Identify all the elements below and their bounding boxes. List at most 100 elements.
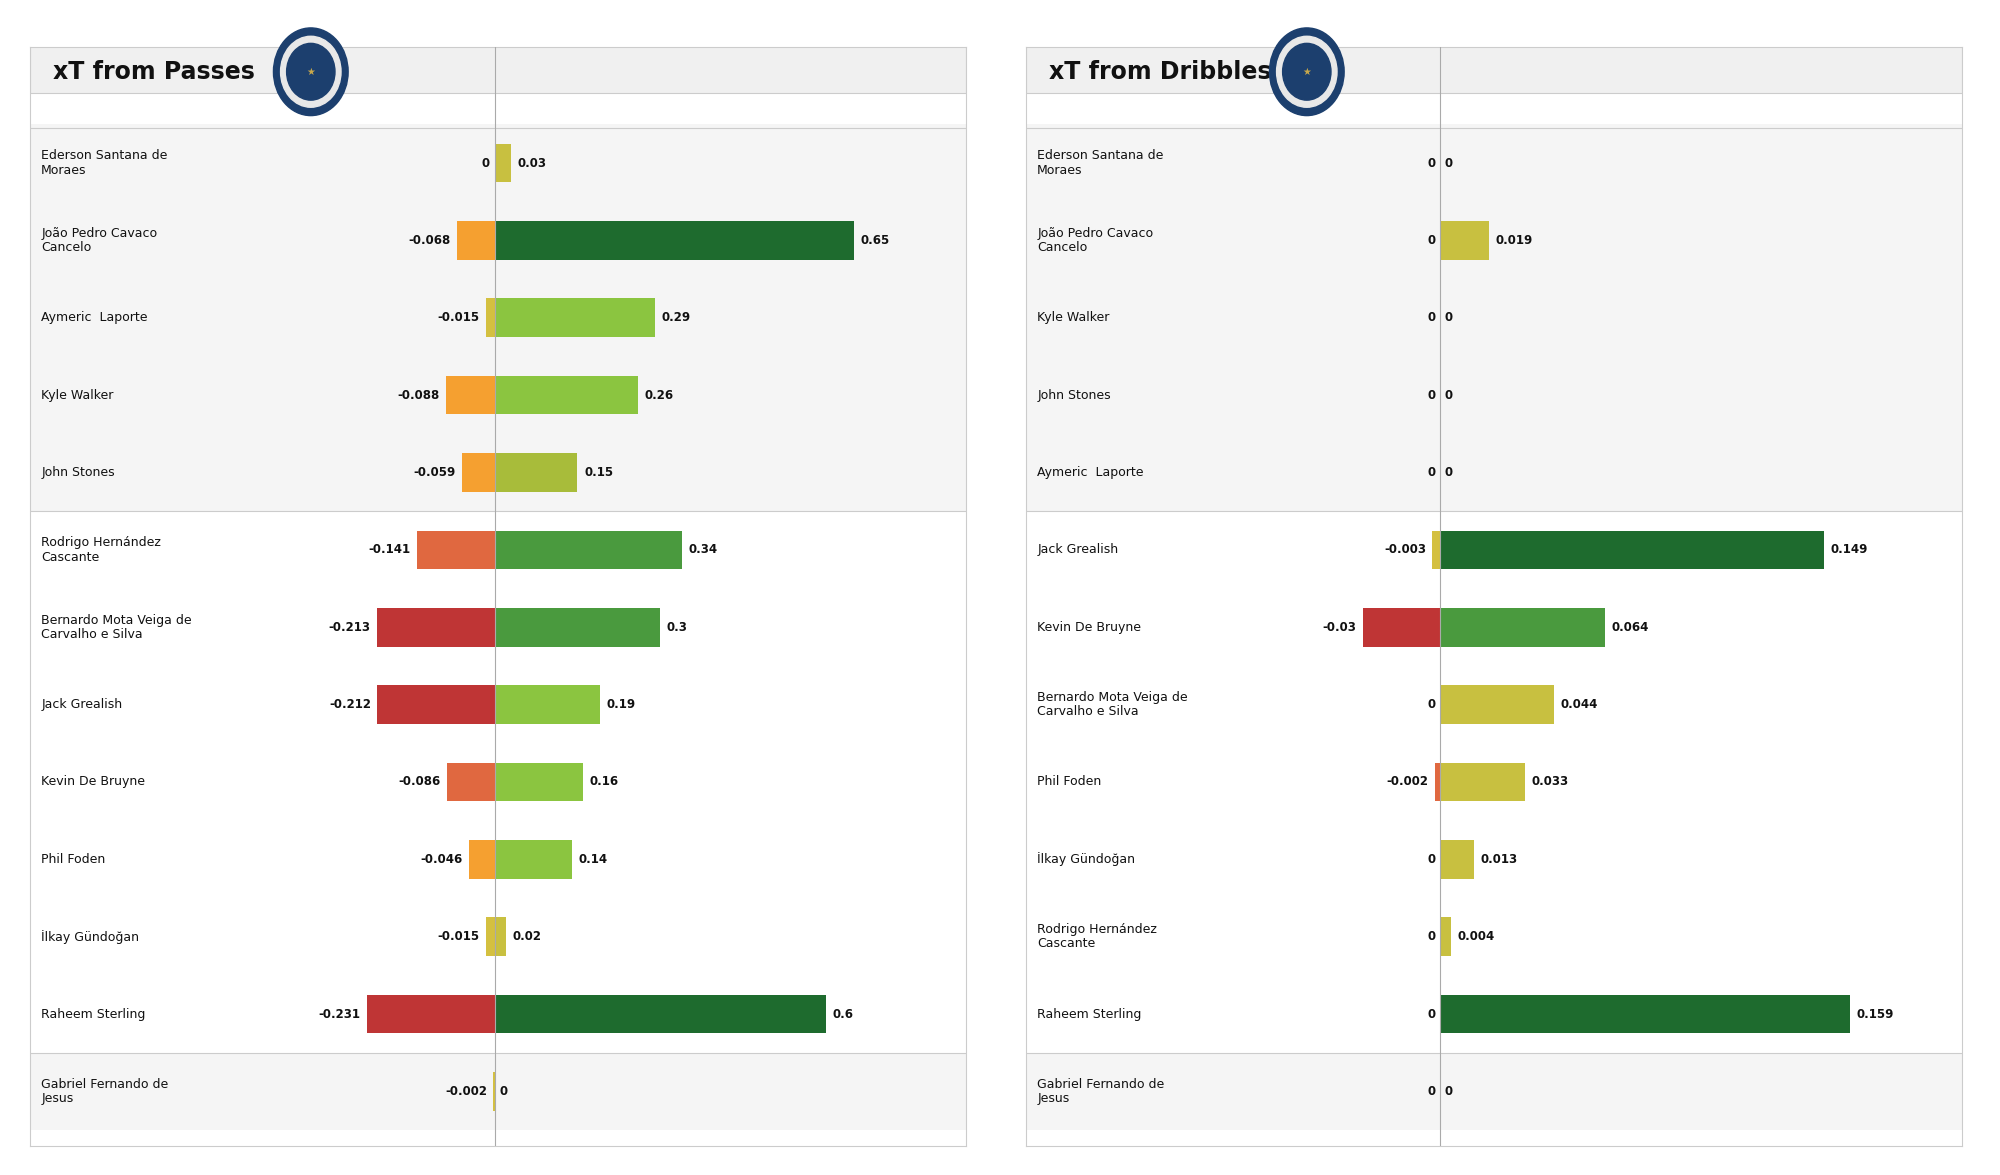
Text: 0: 0 bbox=[1428, 389, 1436, 402]
Text: -0.231: -0.231 bbox=[318, 1008, 360, 1021]
Bar bbox=[458, 221, 494, 260]
Bar bbox=[1440, 840, 1474, 879]
Text: Aymeric  Laporte: Aymeric Laporte bbox=[1038, 466, 1144, 479]
Text: 0: 0 bbox=[1428, 466, 1436, 479]
Bar bbox=[494, 376, 638, 415]
Text: João Pedro Cavaco
Cancelo: João Pedro Cavaco Cancelo bbox=[1038, 227, 1154, 254]
Bar bbox=[494, 685, 600, 724]
Text: 0.3: 0.3 bbox=[666, 620, 688, 633]
Bar bbox=[448, 763, 494, 801]
Text: ★: ★ bbox=[306, 67, 316, 76]
Bar bbox=[494, 531, 682, 569]
Text: Kyle Walker: Kyle Walker bbox=[1038, 311, 1110, 324]
Text: 0.064: 0.064 bbox=[1612, 620, 1648, 633]
Circle shape bbox=[1270, 28, 1344, 115]
Bar bbox=[1440, 221, 1490, 260]
Text: -0.03: -0.03 bbox=[1322, 620, 1356, 633]
Text: -0.068: -0.068 bbox=[408, 234, 450, 247]
Text: -0.002: -0.002 bbox=[444, 1085, 486, 1097]
FancyBboxPatch shape bbox=[30, 511, 966, 1053]
Text: 0.03: 0.03 bbox=[518, 156, 546, 169]
Text: Jack Grealish: Jack Grealish bbox=[1038, 543, 1118, 557]
Text: 0.6: 0.6 bbox=[832, 1008, 854, 1021]
Text: 0.159: 0.159 bbox=[1856, 1008, 1894, 1021]
Text: 0: 0 bbox=[1444, 466, 1454, 479]
Bar bbox=[494, 221, 854, 260]
Text: Gabriel Fernando de
Jesus: Gabriel Fernando de Jesus bbox=[42, 1077, 168, 1106]
Text: Kyle Walker: Kyle Walker bbox=[42, 389, 114, 402]
Text: -0.212: -0.212 bbox=[328, 698, 370, 711]
Text: Ederson Santana de
Moraes: Ederson Santana de Moraes bbox=[1038, 149, 1164, 176]
Text: 0: 0 bbox=[1428, 698, 1436, 711]
Bar bbox=[486, 298, 494, 337]
Bar bbox=[494, 143, 512, 182]
Bar bbox=[416, 531, 494, 569]
Text: 0.013: 0.013 bbox=[1480, 853, 1518, 866]
Text: Phil Foden: Phil Foden bbox=[1038, 776, 1102, 788]
Circle shape bbox=[1282, 43, 1330, 100]
Text: 0.044: 0.044 bbox=[1560, 698, 1598, 711]
Bar bbox=[1440, 531, 1824, 569]
Bar bbox=[494, 918, 506, 956]
Text: Raheem Sterling: Raheem Sterling bbox=[42, 1008, 146, 1021]
Text: 0.019: 0.019 bbox=[1496, 234, 1532, 247]
Text: Aymeric  Laporte: Aymeric Laporte bbox=[42, 311, 148, 324]
Bar bbox=[1436, 763, 1440, 801]
Bar bbox=[1440, 763, 1526, 801]
Bar bbox=[378, 685, 494, 724]
Text: Bernardo Mota Veiga de
Carvalho e Silva: Bernardo Mota Veiga de Carvalho e Silva bbox=[1038, 691, 1188, 718]
Bar bbox=[494, 607, 660, 646]
FancyBboxPatch shape bbox=[1026, 1053, 1962, 1130]
Bar bbox=[1432, 531, 1440, 569]
Text: 0: 0 bbox=[1444, 156, 1454, 169]
Circle shape bbox=[1276, 36, 1338, 107]
Text: 0: 0 bbox=[1428, 1085, 1436, 1097]
Text: 0.34: 0.34 bbox=[688, 543, 718, 557]
Text: -0.015: -0.015 bbox=[438, 931, 480, 944]
Text: Kevin De Bruyne: Kevin De Bruyne bbox=[1038, 620, 1142, 633]
Text: Raheem Sterling: Raheem Sterling bbox=[1038, 1008, 1142, 1021]
Text: -0.141: -0.141 bbox=[368, 543, 410, 557]
Text: 0.149: 0.149 bbox=[1830, 543, 1868, 557]
Text: 0.004: 0.004 bbox=[1458, 931, 1494, 944]
Bar bbox=[486, 918, 494, 956]
Text: 0.15: 0.15 bbox=[584, 466, 614, 479]
FancyBboxPatch shape bbox=[1026, 511, 1962, 1053]
FancyBboxPatch shape bbox=[30, 125, 966, 511]
Text: 0.16: 0.16 bbox=[590, 776, 618, 788]
FancyBboxPatch shape bbox=[30, 39, 966, 94]
Text: 0.033: 0.033 bbox=[1532, 776, 1568, 788]
Text: -0.002: -0.002 bbox=[1386, 776, 1428, 788]
Text: 0: 0 bbox=[500, 1085, 508, 1097]
Text: 0: 0 bbox=[1428, 311, 1436, 324]
Text: 0.29: 0.29 bbox=[662, 311, 690, 324]
Text: 0.65: 0.65 bbox=[860, 234, 890, 247]
Bar bbox=[494, 840, 572, 879]
Bar bbox=[1362, 607, 1440, 646]
Text: 0.02: 0.02 bbox=[512, 931, 542, 944]
Bar bbox=[494, 763, 582, 801]
Text: João Pedro Cavaco
Cancelo: João Pedro Cavaco Cancelo bbox=[42, 227, 158, 254]
Bar bbox=[1440, 918, 1450, 956]
Bar bbox=[494, 995, 826, 1034]
Text: -0.046: -0.046 bbox=[420, 853, 462, 866]
Circle shape bbox=[280, 36, 342, 107]
Text: İlkay Gündoğan: İlkay Gündoğan bbox=[1038, 852, 1136, 866]
Text: John Stones: John Stones bbox=[42, 466, 114, 479]
Text: Jack Grealish: Jack Grealish bbox=[42, 698, 122, 711]
Text: 0: 0 bbox=[1428, 853, 1436, 866]
Bar bbox=[366, 995, 494, 1034]
Text: 0: 0 bbox=[1428, 156, 1436, 169]
Text: -0.088: -0.088 bbox=[398, 389, 440, 402]
Text: John Stones: John Stones bbox=[1038, 389, 1110, 402]
Text: 0: 0 bbox=[1428, 931, 1436, 944]
Text: İlkay Gündoğan: İlkay Gündoğan bbox=[42, 929, 140, 944]
FancyBboxPatch shape bbox=[1026, 125, 1962, 511]
Bar bbox=[494, 298, 654, 337]
Text: -0.059: -0.059 bbox=[414, 466, 456, 479]
Text: Gabriel Fernando de
Jesus: Gabriel Fernando de Jesus bbox=[1038, 1077, 1164, 1106]
Bar bbox=[446, 376, 494, 415]
Text: 0: 0 bbox=[1444, 389, 1454, 402]
FancyBboxPatch shape bbox=[1026, 39, 1962, 94]
Text: -0.213: -0.213 bbox=[328, 620, 370, 633]
